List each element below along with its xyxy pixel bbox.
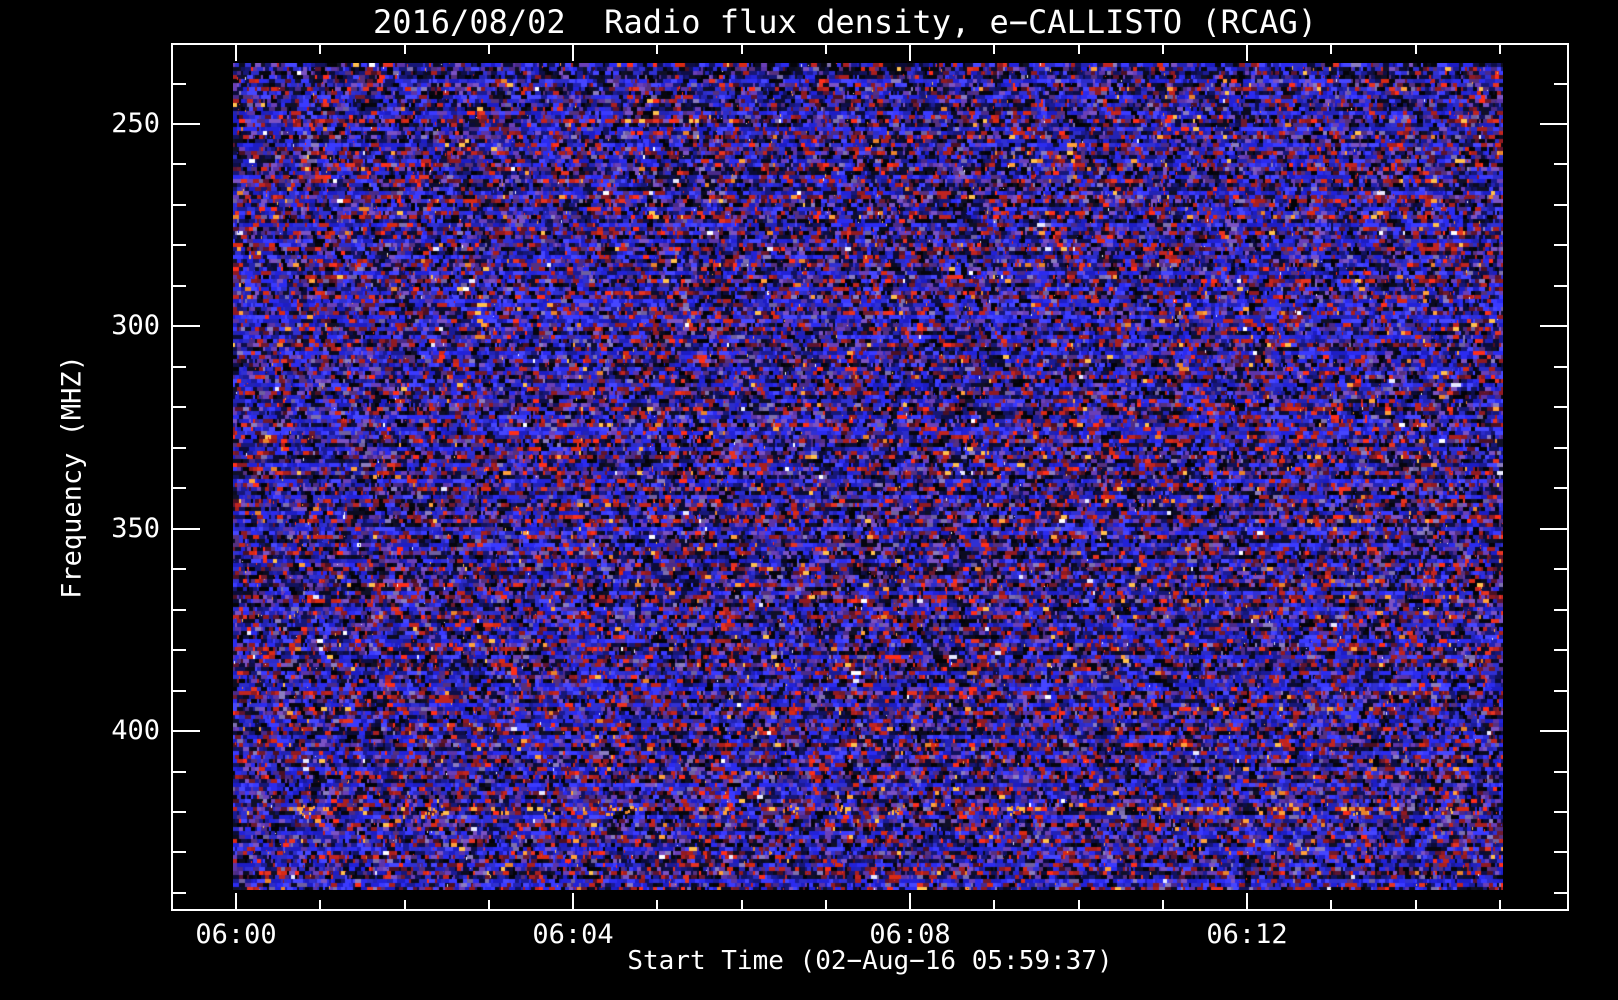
axis-tick	[1246, 45, 1248, 61]
axis-tick	[173, 690, 186, 692]
axis-tick	[1554, 811, 1567, 813]
axis-tick	[1162, 900, 1164, 909]
axis-tick	[1554, 771, 1567, 773]
axis-tick	[1554, 244, 1567, 246]
axis-tick	[1554, 406, 1567, 408]
axis-tick	[235, 45, 237, 61]
axis-tick	[1554, 285, 1567, 287]
x-tick-label: 06:12	[1206, 919, 1288, 950]
axis-tick	[1554, 892, 1567, 894]
axis-tick	[993, 900, 995, 909]
axis-tick	[235, 893, 237, 909]
axis-tick	[404, 900, 406, 909]
axis-tick	[173, 244, 186, 246]
axis-tick	[173, 851, 186, 853]
axis-tick	[1499, 45, 1501, 54]
axis-tick	[656, 900, 658, 909]
axis-tick	[1554, 609, 1567, 611]
axis-tick	[173, 406, 186, 408]
axis-tick	[1554, 163, 1567, 165]
axis-tick	[173, 609, 186, 611]
axis-tick	[173, 285, 186, 287]
axis-tick	[1078, 45, 1080, 54]
axis-tick	[488, 900, 490, 909]
axis-tick	[909, 893, 911, 909]
axis-tick	[173, 487, 186, 489]
axis-tick	[1554, 447, 1567, 449]
axis-tick	[1540, 730, 1567, 732]
axis-tick	[319, 45, 321, 54]
x-axis-title: Start Time (02−Aug−16 05:59:37)	[627, 946, 1113, 976]
axis-tick	[825, 45, 827, 54]
axis-tick	[1162, 45, 1164, 54]
y-tick-label: 400	[111, 715, 160, 746]
axis-tick	[1330, 45, 1332, 54]
y-tick-label: 250	[111, 108, 160, 139]
axis-tick	[1554, 487, 1567, 489]
axis-tick	[173, 366, 186, 368]
axis-tick	[404, 45, 406, 54]
y-tick-label: 350	[111, 513, 160, 544]
axis-tick	[909, 45, 911, 61]
axis-tick	[173, 649, 186, 651]
axis-tick	[825, 900, 827, 909]
axis-tick	[173, 123, 200, 125]
axis-tick	[572, 45, 574, 61]
axis-tick	[173, 447, 186, 449]
axis-tick	[1540, 325, 1567, 327]
axis-tick	[173, 892, 186, 894]
x-tick-label: 06:00	[195, 919, 277, 950]
axis-tick	[656, 45, 658, 54]
axis-tick	[1554, 568, 1567, 570]
axis-tick	[1554, 690, 1567, 692]
axis-tick	[741, 45, 743, 54]
axis-tick	[1554, 649, 1567, 651]
x-tick-label: 06:04	[532, 919, 614, 950]
axis-tick	[1540, 528, 1567, 530]
axis-tick	[572, 893, 574, 909]
axis-tick	[173, 528, 200, 530]
axis-tick	[1415, 900, 1417, 909]
axis-tick	[1078, 900, 1080, 909]
axis-tick	[173, 83, 186, 85]
axis-tick	[173, 163, 186, 165]
axis-tick	[1554, 83, 1567, 85]
axis-tick	[1415, 45, 1417, 54]
axis-tick	[173, 811, 186, 813]
axis-tick	[1330, 900, 1332, 909]
chart-title: 2016/08/02 Radio flux density, e−CALLIST…	[372, 3, 1317, 41]
axis-tick	[1554, 204, 1567, 206]
x-tick-label: 06:08	[869, 919, 951, 950]
axis-tick	[1540, 123, 1567, 125]
axis-tick	[488, 45, 490, 54]
axis-tick	[1554, 366, 1567, 368]
plot-frame	[171, 43, 1569, 911]
spectrogram-canvas	[233, 63, 1503, 890]
axis-tick	[173, 204, 186, 206]
axis-tick	[993, 45, 995, 54]
axis-tick	[1554, 851, 1567, 853]
y-tick-label: 300	[111, 310, 160, 341]
axis-tick	[173, 771, 186, 773]
axis-tick	[741, 900, 743, 909]
axis-tick	[173, 730, 200, 732]
axis-tick	[1246, 893, 1248, 909]
axis-tick	[1499, 900, 1501, 909]
axis-tick	[319, 900, 321, 909]
axis-tick	[173, 568, 186, 570]
y-axis-title: Frequency (MHZ)	[56, 355, 88, 599]
axis-tick	[173, 325, 200, 327]
